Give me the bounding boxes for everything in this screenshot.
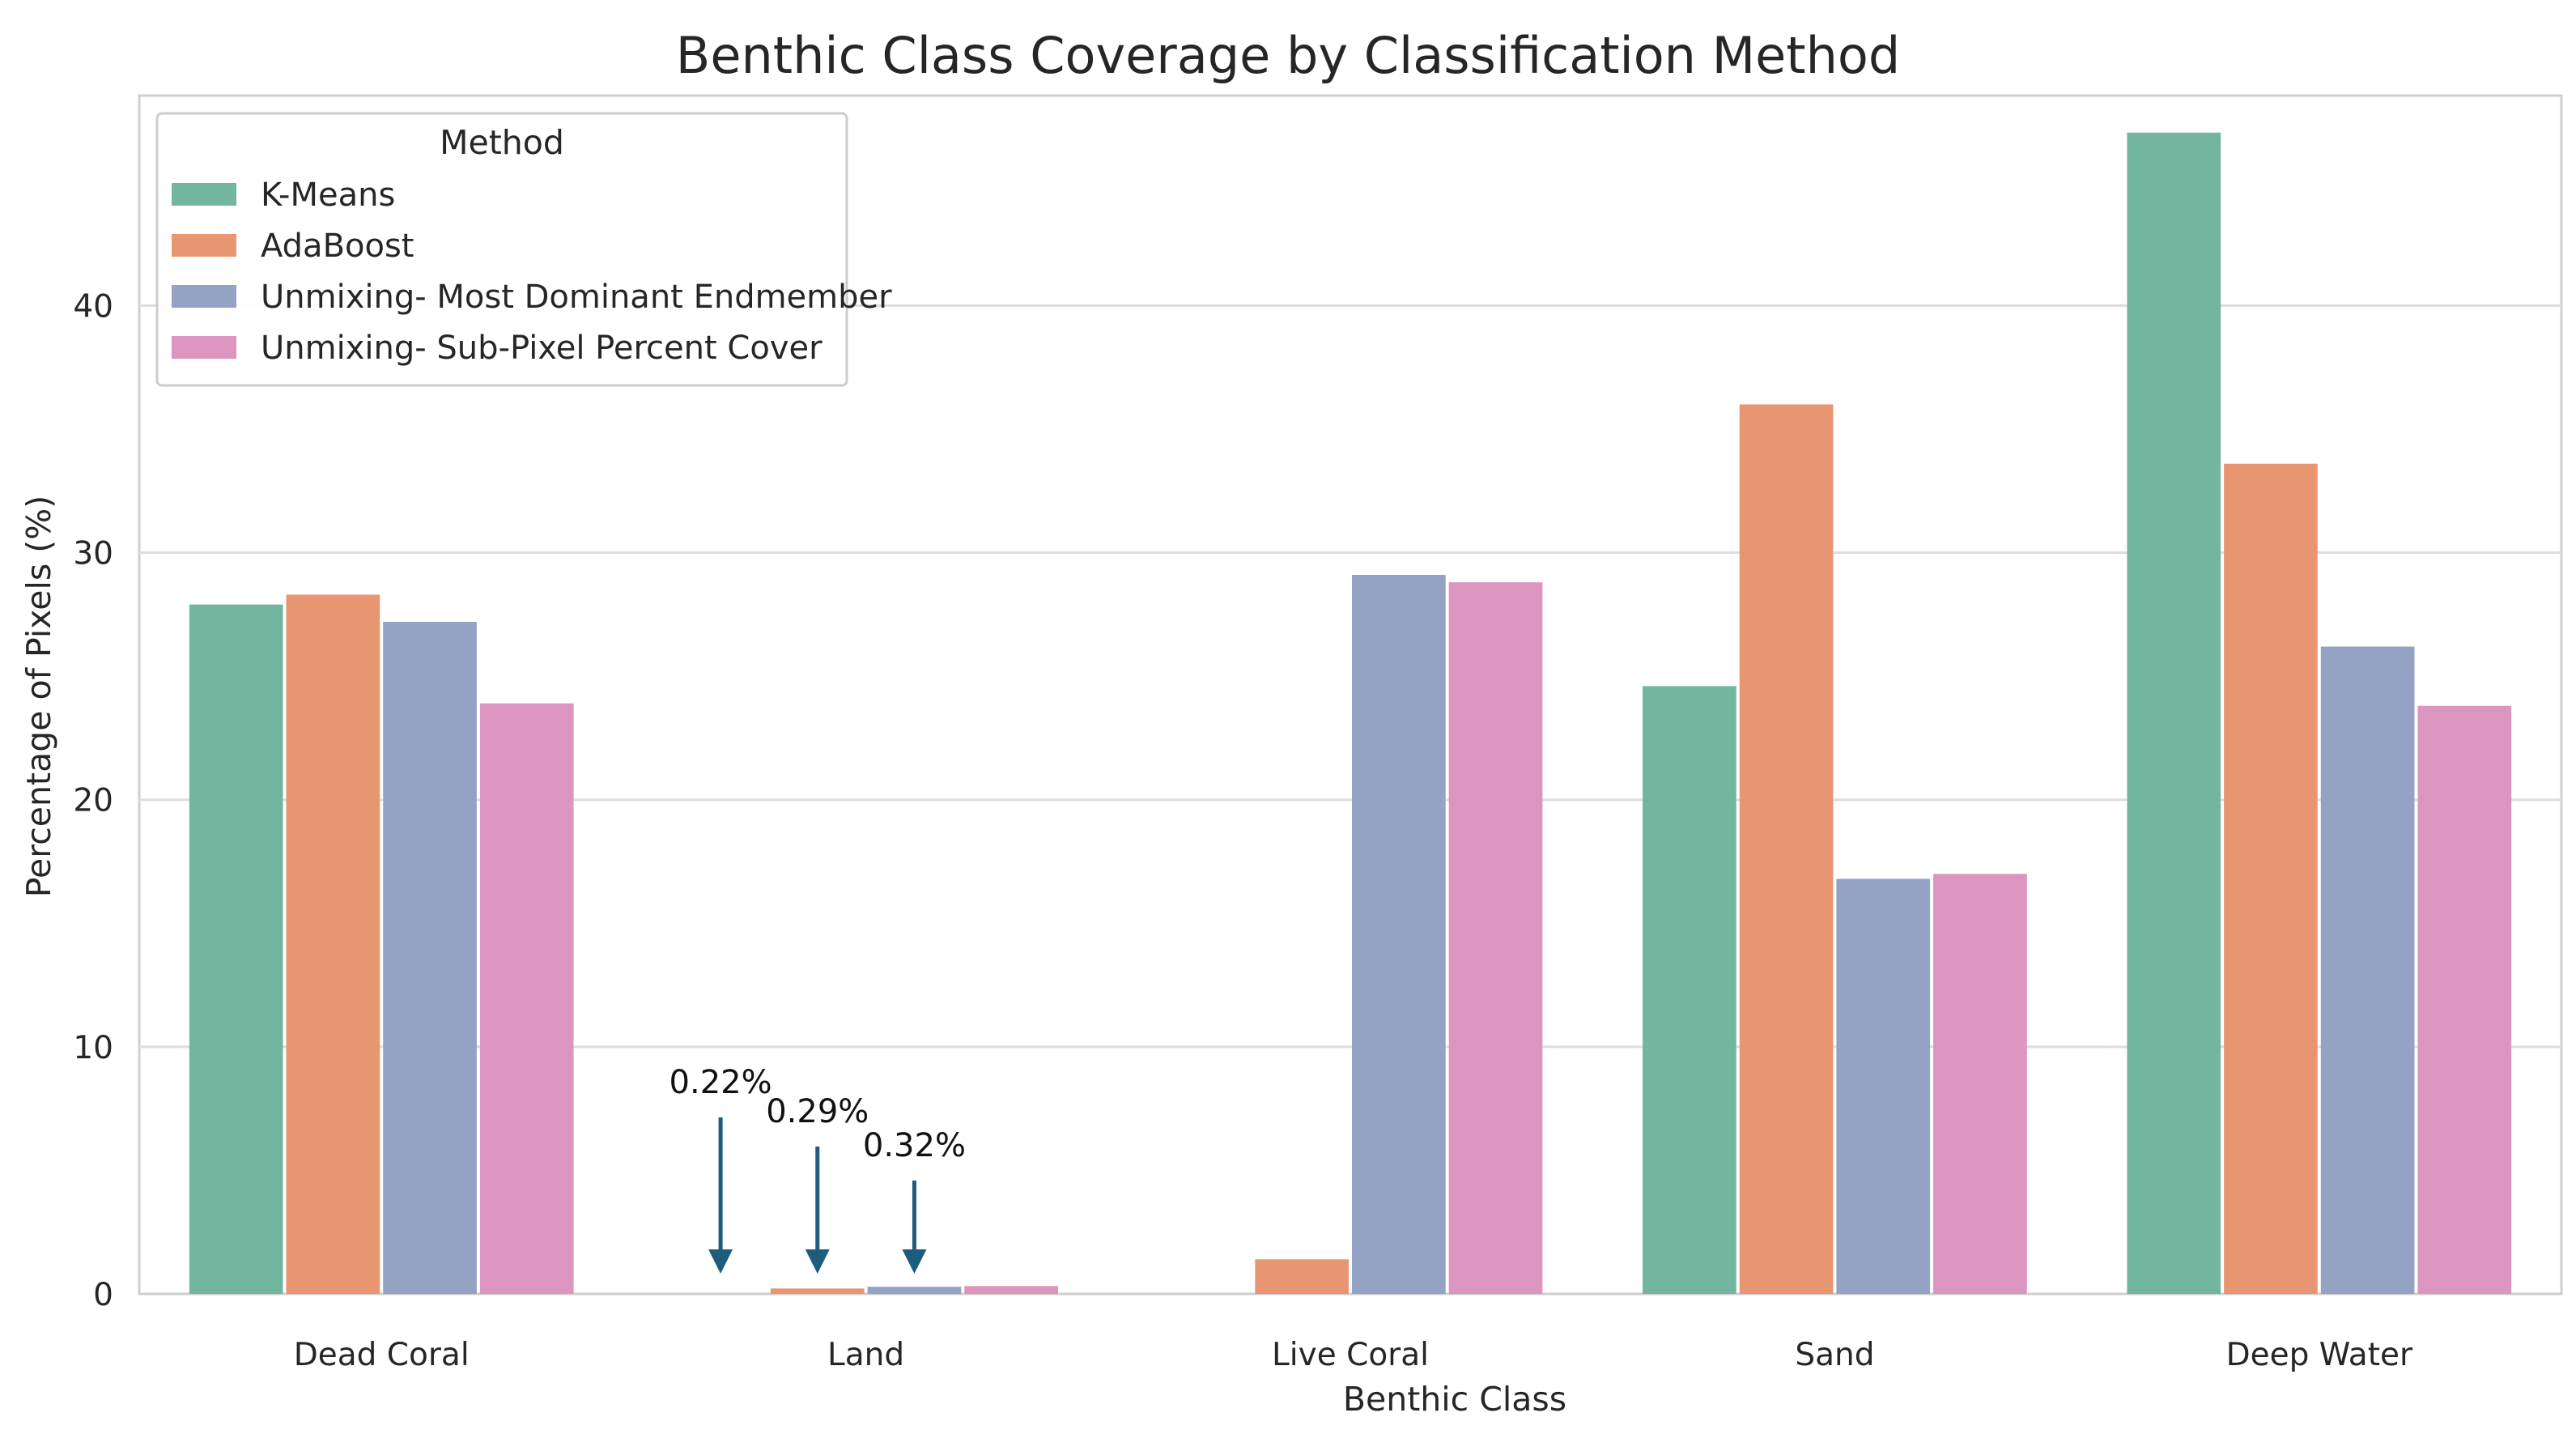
bar-k-means-dead-coral	[189, 604, 283, 1294]
annotations: 0.22%0.29%0.32%	[670, 1064, 966, 1274]
bar-unmixing-most-dominant-endmember-dead-coral	[383, 621, 477, 1294]
bar-unmixing-most-dominant-endmember-live-coral	[1352, 575, 1446, 1294]
y-tick-label: 10	[73, 1030, 113, 1066]
bar-adaboost-land	[770, 1288, 865, 1294]
y-tick-label: 40	[73, 288, 113, 325]
x-tick-label: Deep Water	[2226, 1337, 2413, 1373]
bar-adaboost-dead-coral	[286, 594, 380, 1294]
x-tick-label: Live Coral	[1272, 1337, 1429, 1373]
y-tick-labels: 0 10 20 30 40	[73, 288, 113, 1313]
bar-unmixing-sub-pixel-percent-cover-live-coral	[1448, 582, 1543, 1294]
x-tick-labels: Dead Coral Land Live Coral Sand Deep Water	[294, 1337, 2413, 1373]
x-tick-label: Land	[827, 1337, 904, 1373]
bar-unmixing-most-dominant-endmember-land	[867, 1287, 962, 1294]
legend-swatch-adaboost	[172, 234, 236, 257]
bar-unmixing-sub-pixel-percent-cover-dead-coral	[479, 703, 574, 1294]
chart-title: Benthic Class Coverage by Classification…	[676, 26, 1900, 85]
x-tick-label: Sand	[1795, 1337, 1874, 1373]
annotation-label: 0.32%	[863, 1127, 966, 1164]
bar-k-means-deep-water	[2127, 132, 2221, 1294]
legend-box	[155, 112, 848, 387]
bar-k-means-sand	[1643, 686, 1736, 1294]
legend-items: K-Means AdaBoost Unmixing- Most Dominant E…	[172, 177, 892, 367]
bar-adaboost-live-coral	[1255, 1259, 1349, 1294]
y-tick-label: 30	[73, 536, 113, 572]
legend-label-adaboost: AdaBoost	[261, 228, 414, 265]
legend-swatch-k-means	[172, 183, 236, 206]
y-axis-label: Percentage of Pixels (%)	[19, 496, 58, 897]
y-tick-label: 20	[73, 783, 113, 819]
bar-unmixing-most-dominant-endmember-sand	[1836, 879, 1931, 1294]
legend-swatch-unmixing-sub-pixel-percent-cover	[172, 336, 236, 359]
bar-unmixing-sub-pixel-percent-cover-deep-water	[2417, 705, 2512, 1294]
bar-adaboost-sand	[1739, 404, 1834, 1294]
bar-adaboost-deep-water	[2224, 463, 2318, 1294]
annotation-label: 0.22%	[670, 1064, 772, 1101]
annotation-label: 0.29%	[766, 1093, 869, 1130]
legend-label-unmixing-sub-pixel-percent-cover: Unmixing- Sub-Pixel Percent Cover	[261, 330, 823, 367]
bar-unmixing-sub-pixel-percent-cover-sand	[1933, 874, 2027, 1294]
y-tick-label: 0	[93, 1277, 113, 1313]
legend: Method K-Means AdaBoost Unmixing- Most Dom…	[155, 112, 892, 387]
legend-title: Method	[440, 123, 564, 162]
x-axis-label: Benthic Class	[1343, 1380, 1566, 1419]
bars	[189, 132, 2512, 1294]
legend-swatch-unmixing-most-dominant-endmember	[172, 285, 236, 308]
legend-label-unmixing-most-dominant-endmember: Unmixing- Most Dominant Endmember	[261, 279, 892, 316]
x-tick-label: Dead Coral	[294, 1337, 470, 1373]
legend-label-k-means: K-Means	[261, 177, 395, 214]
bar-unmixing-sub-pixel-percent-cover-land	[964, 1286, 1058, 1294]
bar-unmixing-most-dominant-endmember-deep-water	[2320, 646, 2415, 1294]
